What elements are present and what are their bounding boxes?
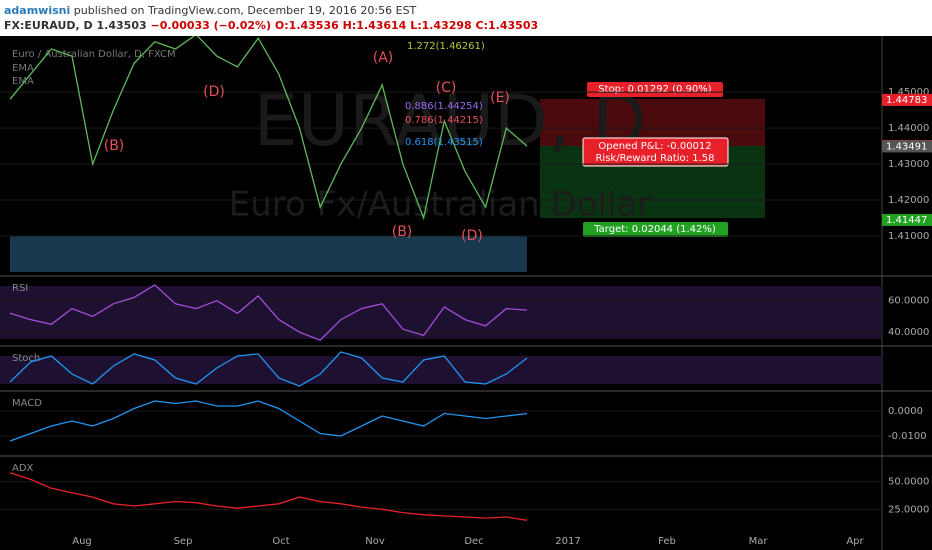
open: O:1.43536 (274, 19, 339, 32)
line (9, 400, 528, 442)
symbol-line: FX:EURAUD, D 1.43503 −0.00033 (−0.02%) O… (4, 19, 538, 32)
volume (10, 236, 527, 272)
wave-label: (E) (490, 90, 510, 106)
watermark-sub: Euro Fx/Australian Dollar (229, 185, 651, 225)
indicator: EMA (12, 76, 34, 87)
panel-name: MACD (12, 398, 42, 409)
low: L:1.43298 (410, 19, 472, 32)
y-tick-label: 1.43000 (888, 159, 929, 170)
high: H:1.43614 (342, 19, 407, 32)
close: C:1.43503 (475, 19, 539, 32)
x-tick-label: Dec (464, 536, 483, 547)
stop-label-bg (587, 82, 723, 97)
line (9, 284, 528, 341)
y-tick-label: 1.45000 (888, 87, 929, 98)
target-label-bg (583, 222, 728, 237)
rr-label: Risk/Reward Ratio: 1.58 (595, 153, 714, 164)
line (9, 36, 528, 221)
y-tick-label: 1.41000 (888, 231, 929, 242)
panel-name: RSI (12, 283, 28, 294)
change: −0.00033 (−0.02%) (150, 19, 272, 32)
wave-label: (A) (373, 50, 394, 66)
fib-label: 1.272(1.46261) (407, 41, 485, 52)
chart-title: Euro / Australian Dollar, D, FXCM (12, 49, 176, 60)
x-tick-label: Apr (846, 536, 864, 547)
y-tick-label: 50.0000 (888, 477, 929, 488)
indicator: EMA (12, 63, 34, 74)
x-tick-label: Mar (749, 536, 769, 547)
wave-label: (D) (203, 84, 225, 100)
x-tick-label: Oct (272, 536, 289, 547)
price-flag-bg (882, 213, 932, 226)
x-tick-label: Feb (658, 536, 676, 547)
target-label: Target: 0.02044 (1.42%) (593, 224, 716, 235)
x-tick-label: Aug (72, 536, 92, 547)
price-flag-bg (882, 93, 932, 106)
fib-label: 0.786(1.44215) (405, 115, 483, 126)
wave-label: (B) (104, 138, 125, 154)
y-tick-label: 40.0000 (888, 327, 929, 338)
published: published on TradingView.com, December 1… (73, 4, 417, 17)
wave-label: (B) (392, 224, 413, 240)
header-line: adamwisni published on TradingView.com, … (4, 4, 416, 17)
price-flag-bg (882, 140, 932, 153)
line (9, 351, 528, 387)
symbol: FX:EURAUD, D (4, 19, 93, 32)
watermark: EURAUD, D (254, 80, 647, 162)
panel-band (0, 356, 882, 384)
stop-label: Stop: 0.01292 (0.90%) (598, 84, 711, 95)
y-tick-label: 1.44000 (888, 123, 929, 134)
x-tick-label: Sep (174, 536, 193, 547)
fib-label: 0.618(1.43515) (405, 137, 483, 148)
y-tick-label: 25.0000 (888, 504, 929, 515)
y-tick-label: 0.0000 (888, 406, 923, 417)
line (9, 472, 528, 521)
y-tick-label: 1.42000 (888, 195, 929, 206)
fib-label: 0.886(1.44254) (405, 101, 483, 112)
panel-name: Stoch (12, 353, 40, 364)
wave-label: (C) (436, 80, 457, 96)
price-flag: 1.44783 (886, 95, 927, 106)
author: adamwisni (4, 4, 71, 17)
pnl-label: Opened P&L: -0.00012 (598, 141, 711, 152)
price-flag: 1.43491 (886, 141, 927, 152)
wave-label: (D) (461, 228, 483, 244)
chart: EURAUD, D Euro Fx/Australian Dollar Euro… (0, 36, 932, 550)
panel-name: ADX (12, 463, 34, 474)
y-tick-label: 60.0000 (888, 296, 929, 307)
pnl-bg (582, 137, 729, 167)
x-tick-label: 2017 (555, 536, 580, 547)
y-tick-label: -0.0100 (888, 431, 927, 442)
x-tick-label: Nov (365, 536, 385, 547)
price-flag: 1.41447 (886, 215, 927, 226)
last: 1.43503 (96, 19, 147, 32)
